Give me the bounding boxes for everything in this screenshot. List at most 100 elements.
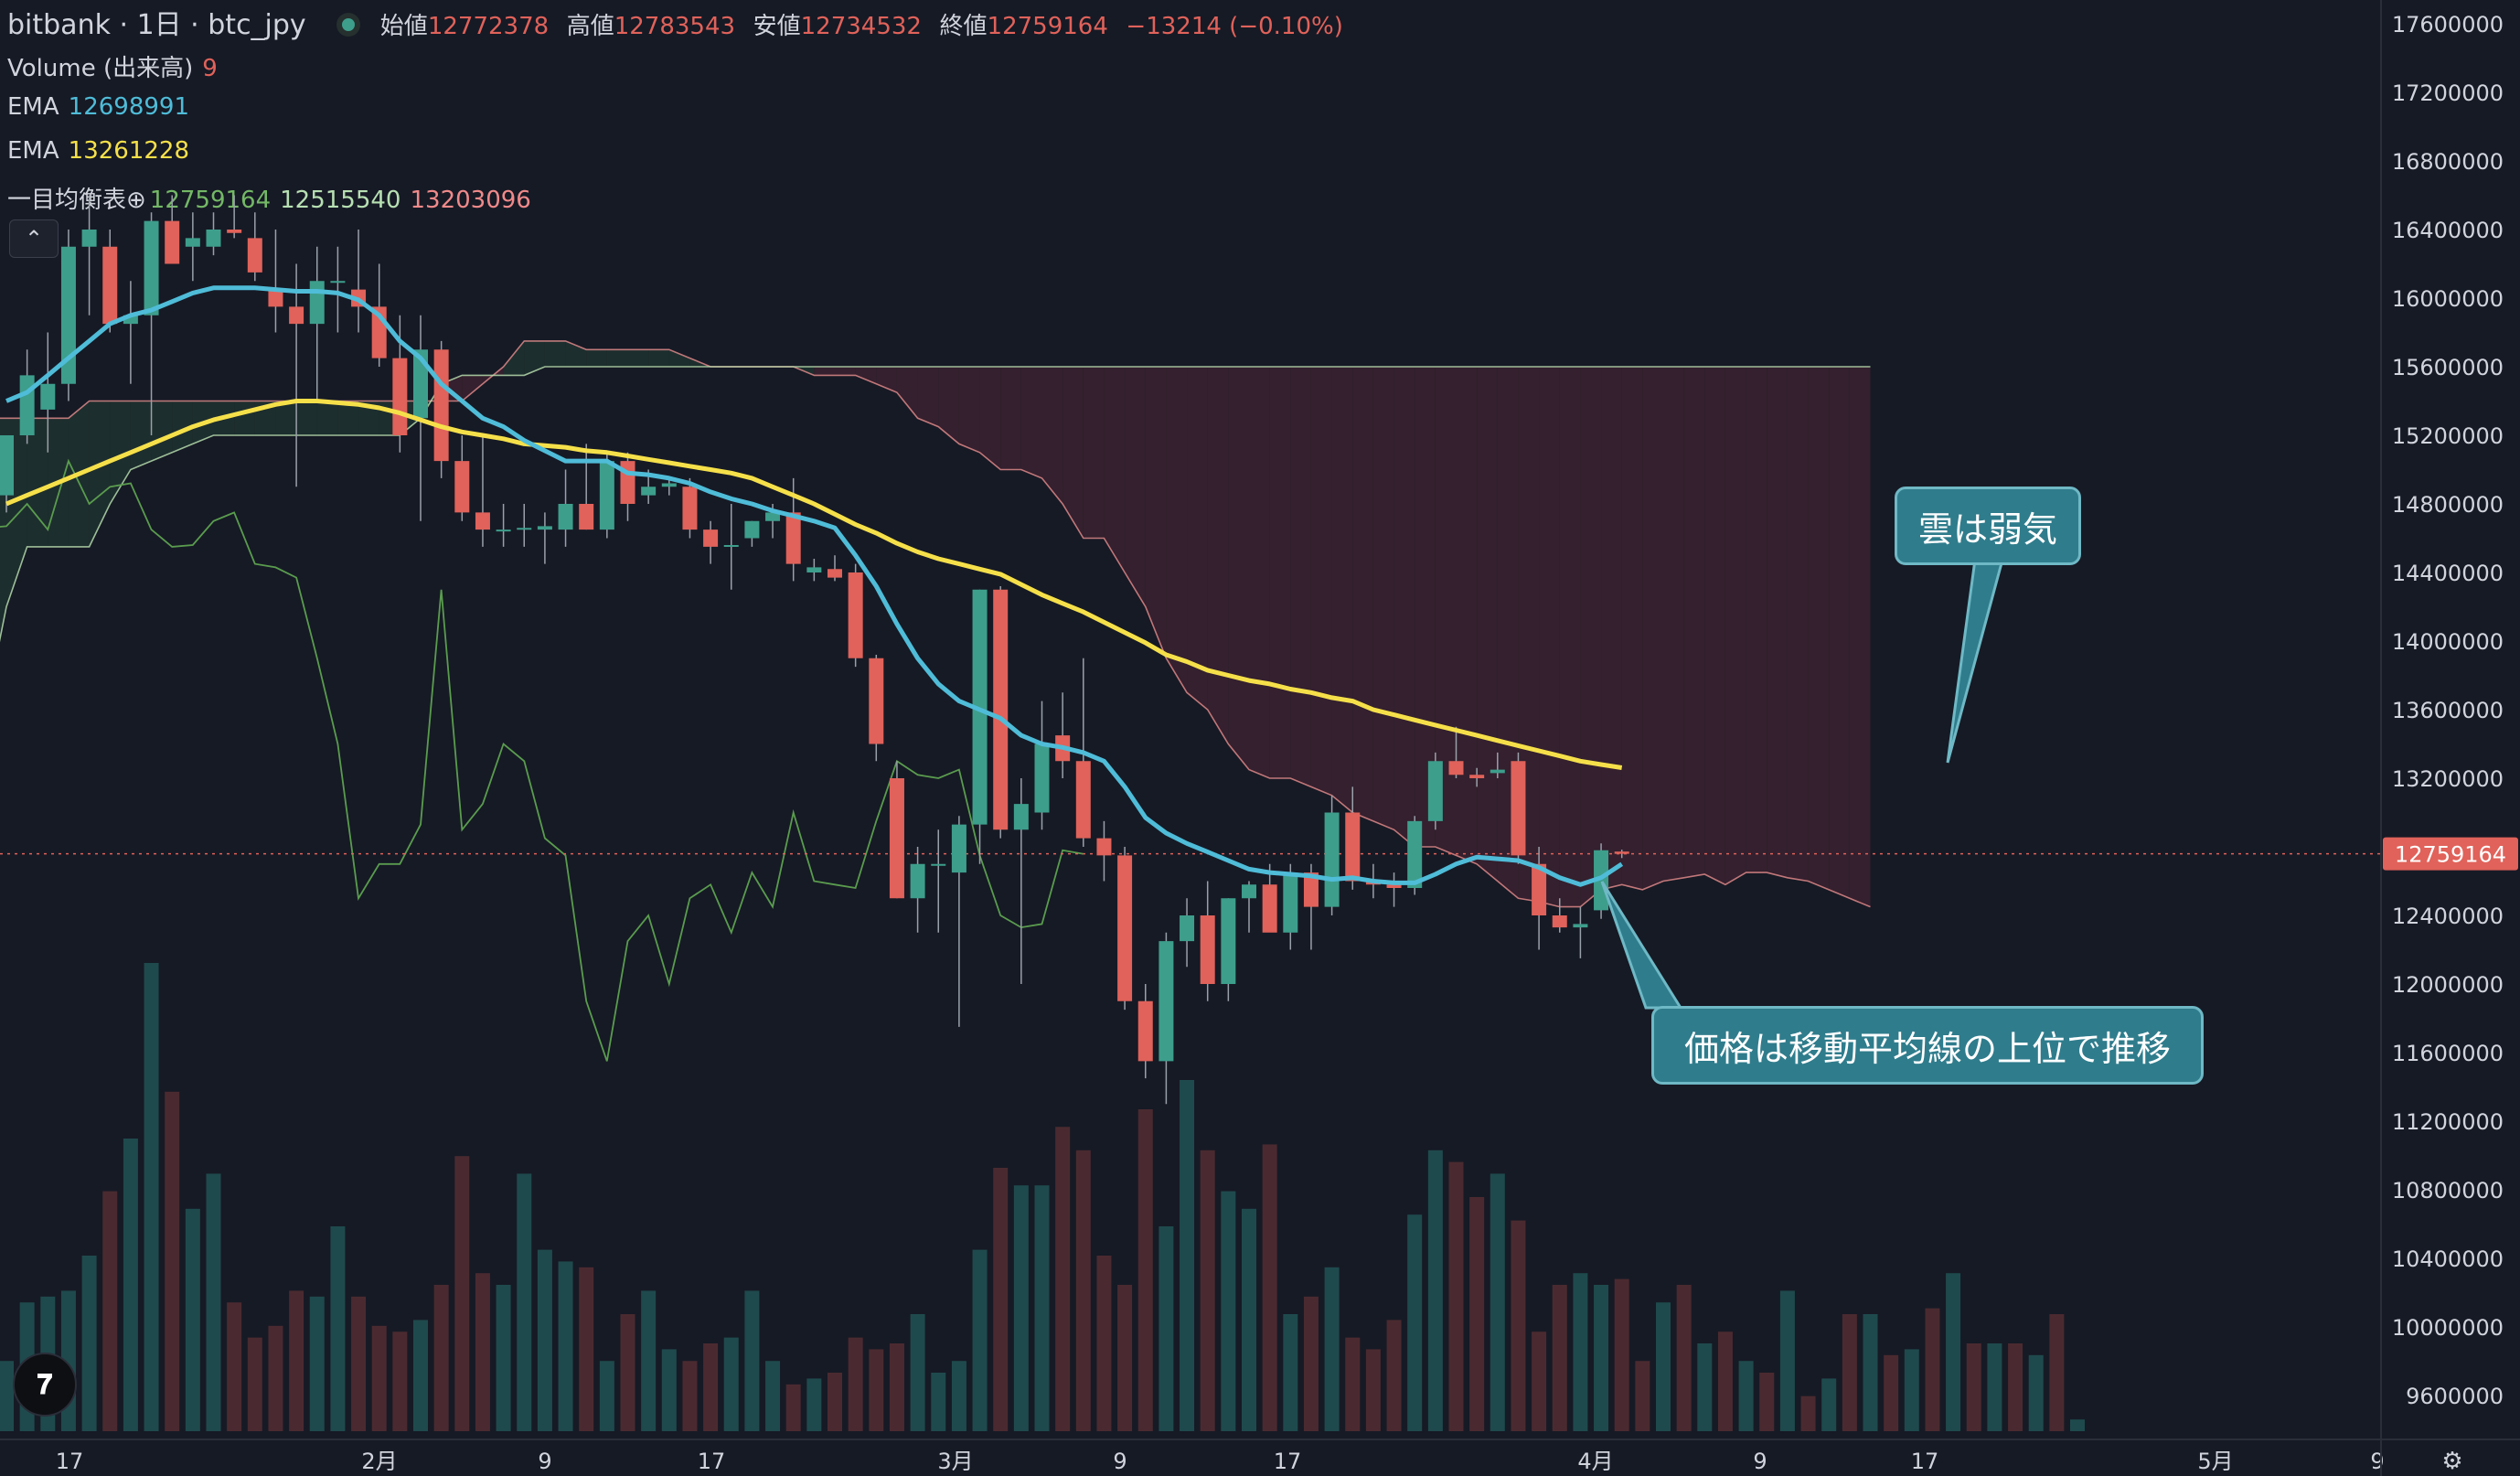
ichimoku-legend[interactable]: 一目均衡表⊕ 12759164 12515540 13203096 [7,181,540,215]
cloud-segment [627,349,649,367]
candle-body [661,483,677,487]
ema-slow-legend[interactable]: EMA 13261228 [7,137,198,165]
candle-body [558,504,573,530]
volume-bar [1759,1373,1775,1431]
senkou-span-b [0,366,1871,643]
cloud-segment [1829,367,1850,899]
volume-bar [475,1273,490,1431]
last-price-badge [2383,837,2518,871]
volume-bar [1863,1314,1878,1431]
volume-bar [1365,1349,1381,1431]
time-axis[interactable]: 17 2月 9 17 3月 9 17 4月 9 17 5月 9 ⚙ [56,1448,2463,1475]
collapse-legend-button[interactable]: ⌃ [9,219,59,258]
candle-body [1552,915,1567,928]
volume-bar [1925,1308,1940,1431]
candle-body [19,375,35,435]
volume-bar [1904,1349,1919,1431]
volume-bar [951,1361,966,1431]
time-tick-label: 9 [2370,1449,2384,1474]
volume-label: Volume (出来高) [7,55,194,82]
candle-body [1075,761,1091,839]
ohlc-low-label: 安値 [753,13,801,40]
candle-body [765,512,781,521]
last-price-label: 12759164 [2395,842,2506,868]
volume-bar [703,1343,719,1431]
settings-gear-icon: ⚙ [2441,1448,2462,1475]
cloud-segment [1477,367,1498,882]
candle-body [1180,915,1195,942]
time-tick-label: 9 [1113,1449,1127,1474]
price-tick-label: 10800000 [2392,1178,2504,1203]
cloud-segment [1580,367,1602,907]
volume-bar [1717,1332,1733,1431]
candle-body [496,529,511,532]
cloud-segment [835,367,856,376]
volume-bar [1262,1144,1277,1431]
price-tick-label: 12000000 [2392,972,2504,998]
cloud-segment [1310,367,1332,796]
volume-bar [579,1267,594,1431]
tradingview-logo[interactable]: 𝟕 [13,1353,77,1417]
volume-bar [1137,1109,1153,1431]
volume-bar [620,1314,635,1431]
price-tick-label: 17200000 [2392,80,2504,106]
volume-bar [910,1314,925,1431]
cloud-segment [979,367,1001,470]
volume-bar [1200,1150,1215,1431]
cloud-segment [1372,367,1394,830]
candle-body [1532,863,1547,915]
time-tick-label: 2月 [361,1449,397,1474]
header-row: bitbank · 1日 · btc_jpy 始値12772378 高値1278… [7,2,1352,42]
volume-bar [454,1156,470,1431]
candle-body [165,220,180,264]
candle-body [1013,804,1029,830]
volume-bar [1987,1343,2002,1431]
candle-body [330,281,346,283]
ema-fast-legend[interactable]: EMA 12698991 [7,93,198,121]
price-tick-label: 16400000 [2392,218,2504,243]
cloud-segment [586,349,607,367]
candle-body [1283,872,1298,933]
volume-bar [785,1384,801,1431]
price-axis[interactable]: 17600000 17200000 16800000 16400000 16000000… [2383,12,2518,1409]
time-tick-label: 17 [698,1449,726,1474]
chevron-up-icon: ⌃ [24,226,44,251]
volume-bar [1303,1296,1319,1431]
volume-bar [1800,1396,1816,1431]
volume-bar [806,1378,822,1431]
candle-body [641,487,657,496]
volume-bar [206,1173,221,1431]
price-tick-label: 13600000 [2392,698,2504,723]
ema-slow-label: EMA [7,137,59,165]
price-tick-label: 11200000 [2392,1109,2504,1135]
cloud-segment [1228,367,1249,770]
price-tick-label: 13200000 [2392,766,2504,792]
cloud-segment [1704,367,1725,885]
volume-bar [1448,1161,1464,1431]
candle-body [1573,924,1588,928]
cloud-segment [1621,367,1643,890]
cloud-segment [1145,367,1167,658]
volume-bar [993,1168,1009,1431]
volume-bar [558,1261,573,1431]
cloud-segment [1166,367,1188,693]
cloud-segment [1187,367,1208,710]
volume-bar [1055,1127,1071,1431]
volume-legend[interactable]: Volume (出来高) 9 [7,49,227,83]
volume-bar [1821,1378,1837,1431]
cloud-segment [1000,367,1021,470]
ohlc-change: −13214 (−0.10%) [1126,13,1343,40]
candle-body [806,567,822,572]
cloud-segment [524,340,545,376]
volume-bar [1656,1302,1671,1431]
volume-bar [1427,1150,1443,1431]
cloud-segment [296,401,317,435]
volume-bar [309,1296,325,1431]
time-tick-label: 4月 [1577,1449,1613,1474]
candle-body [1490,769,1505,774]
candle-body [1407,820,1423,888]
volume-bar [972,1249,988,1431]
price-tick-label: 15600000 [2392,355,2504,380]
symbol-title[interactable]: bitbank · 1日 · btc_jpy [7,9,306,41]
